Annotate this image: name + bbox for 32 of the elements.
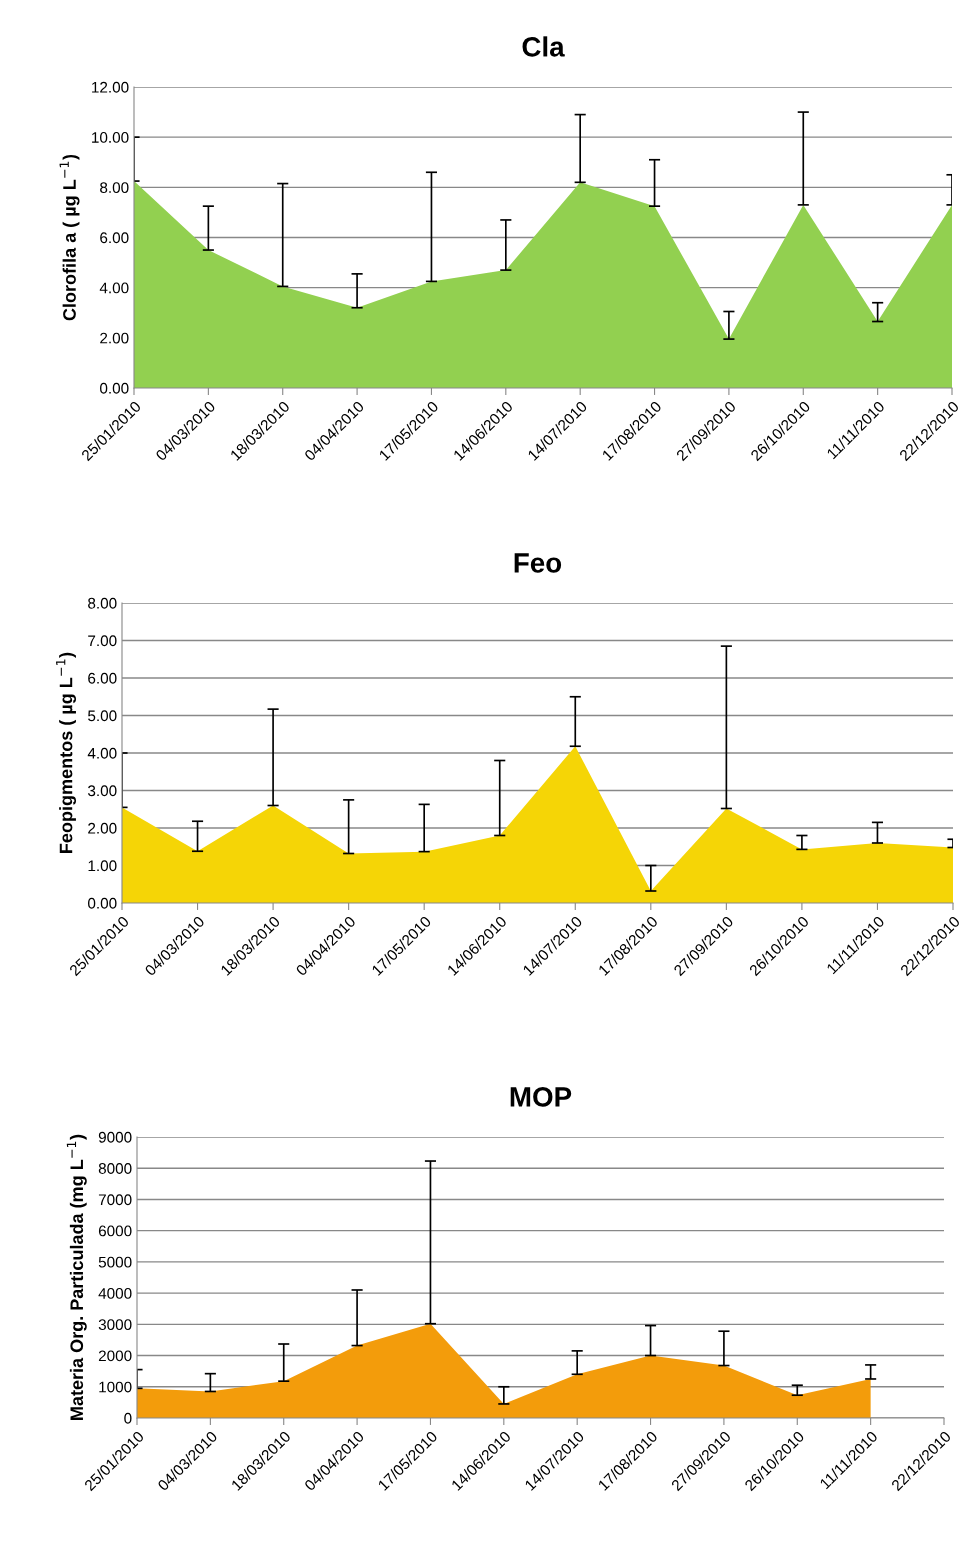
chart-title: Feo	[514, 553, 562, 573]
y-tick-label: 8.00	[88, 597, 117, 609]
y-tick-label: 1.00	[88, 860, 117, 872]
y-tick-label: 9000	[98, 1131, 132, 1143]
y-tick-label: 0.00	[100, 382, 129, 394]
y-tick-label: 6000	[98, 1225, 132, 1237]
y-tick-label: 5000	[98, 1256, 132, 1268]
y-tick-label: 4.00	[87, 747, 117, 759]
y-tick-label: 0.00	[88, 897, 117, 909]
y-tick-label: 7000	[98, 1194, 132, 1206]
y-tick-label: 10.00	[92, 132, 129, 143]
y-tick-label: 7.00	[88, 635, 117, 647]
y-axis-title: Materia Org. Particulada (mg L$^{−1}$)	[66, 1134, 87, 1420]
y-tick-label: 5.00	[88, 710, 117, 722]
y-tick-label: 2.00	[100, 332, 129, 344]
chart-title: Cla	[522, 36, 565, 57]
y-tick-label: 8000	[98, 1163, 132, 1174]
y-tick-label: 4000	[98, 1287, 132, 1299]
y-tick-label: 12.00	[92, 81, 129, 93]
y-tick-label: 6.00	[100, 232, 129, 244]
y-tick-label: 2000	[98, 1350, 132, 1362]
chart-title: MOP	[510, 1087, 572, 1107]
y-tick-label: 3.00	[87, 785, 117, 797]
y-tick-label: 1000	[99, 1381, 132, 1393]
y-axis-title: Feopigmentos ( µg L$^{−1}$)	[56, 652, 77, 853]
y-tick-label: 3000	[98, 1319, 132, 1331]
y-tick-label: 2.00	[88, 822, 117, 834]
y-tick-label: 6.00	[88, 672, 117, 684]
y-tick-label: 4.00	[99, 282, 129, 294]
y-tick-label: 0	[124, 1412, 132, 1424]
y-tick-label: 8.00	[100, 182, 129, 194]
y-axis-title: Clorofila a ( µg L$^{−1}$)	[59, 154, 80, 321]
